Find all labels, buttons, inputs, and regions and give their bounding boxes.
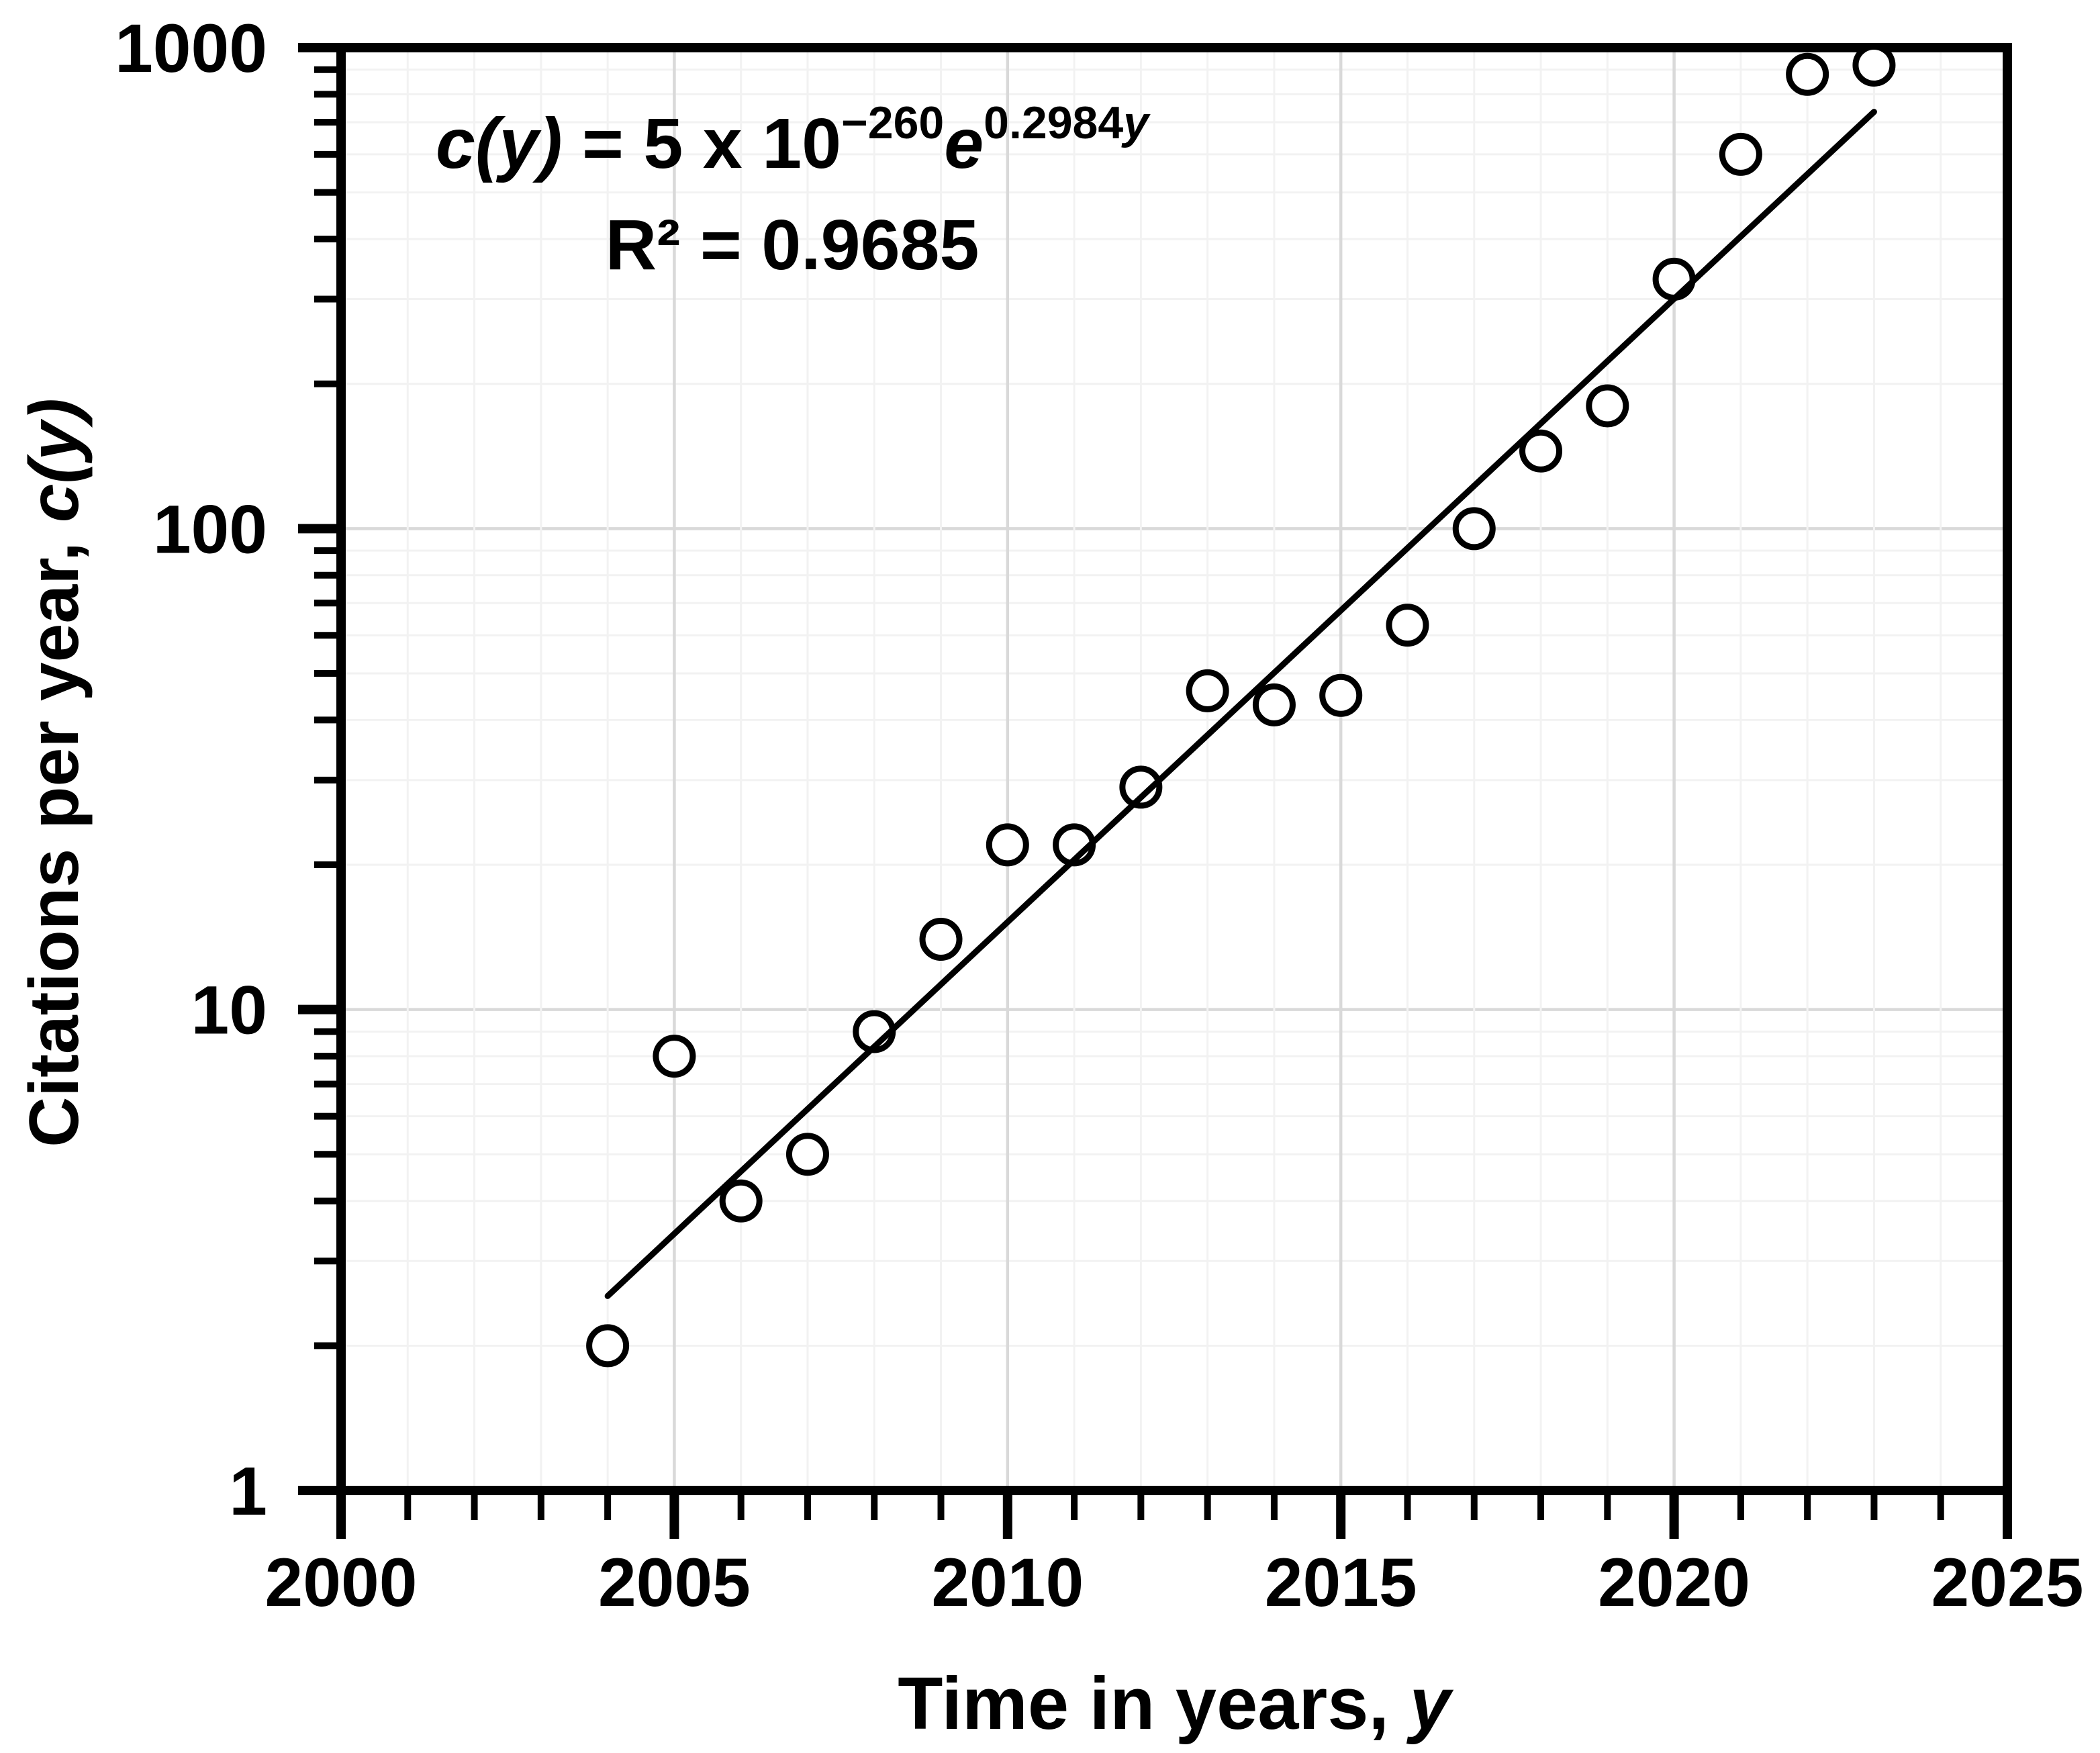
y-tick-label: 10 xyxy=(191,972,267,1049)
x-tick-label: 2005 xyxy=(598,1544,751,1621)
x-tick-label: 2010 xyxy=(931,1544,1084,1621)
fit-annotation: c(y) = 5 x 10−260e0.2984y R² = 0.9685 xyxy=(363,79,1222,285)
data-point-2020 xyxy=(1652,257,1696,301)
x-axis-title-var: y xyxy=(1409,1662,1451,1745)
eq-mid: = 5 x 10 xyxy=(562,104,842,183)
data-point-2016 xyxy=(1386,604,1429,647)
data-point-2010 xyxy=(986,823,1029,867)
y-tick-label: 1 xyxy=(229,1453,267,1529)
eq-exponent-2-num: 0.2984 xyxy=(984,97,1124,148)
x-tick-label: 2000 xyxy=(265,1544,418,1621)
data-point-2014 xyxy=(1252,683,1296,726)
fit-trendline xyxy=(604,109,1877,1299)
fit-r-squared: R² = 0.9685 xyxy=(605,205,980,285)
data-point-2012 xyxy=(1119,765,1163,809)
data-point-2021 xyxy=(1719,132,1762,176)
eq-lhs: c(y) xyxy=(436,104,563,183)
y-axis-title: Citations per year, c(y) xyxy=(15,360,95,1186)
data-point-2013 xyxy=(1186,669,1229,712)
data-point-2005 xyxy=(653,1035,696,1078)
x-tick-label: 2015 xyxy=(1265,1544,1417,1621)
x-tick-label: 2020 xyxy=(1598,1544,1750,1621)
plot-frame xyxy=(336,43,2012,1495)
x-tick-label: 2025 xyxy=(1931,1544,2084,1621)
data-point-2023 xyxy=(1852,43,1896,87)
eq-exponent-2-var: y xyxy=(1123,97,1149,148)
y-axis-title-func: c(y) xyxy=(15,398,93,523)
fit-equation: c(y) = 5 x 10−260e0.2984y xyxy=(363,79,1222,187)
x-axis-title: Time in years, y xyxy=(771,1661,1577,1746)
eq-e: e xyxy=(944,104,984,183)
data-point-2015 xyxy=(1319,673,1363,717)
data-point-2004 xyxy=(586,1324,630,1368)
y-tick-label: 100 xyxy=(153,491,267,567)
data-point-2018 xyxy=(1519,429,1563,473)
eq-exponent-1: −260 xyxy=(841,97,945,148)
data-point-2022 xyxy=(1786,52,1829,96)
eq-exponent-2: 0.2984y xyxy=(984,97,1149,148)
data-point-2007 xyxy=(785,1133,829,1176)
data-point-2019 xyxy=(1586,384,1629,428)
y-tick-label: 1000 xyxy=(115,10,267,87)
data-point-2006 xyxy=(719,1179,763,1223)
x-axis-title-text: Time in years, xyxy=(898,1662,1410,1745)
data-point-2009 xyxy=(919,917,963,961)
data-point-2017 xyxy=(1452,507,1496,551)
y-axis-title-text: Citations per year, xyxy=(15,522,93,1147)
